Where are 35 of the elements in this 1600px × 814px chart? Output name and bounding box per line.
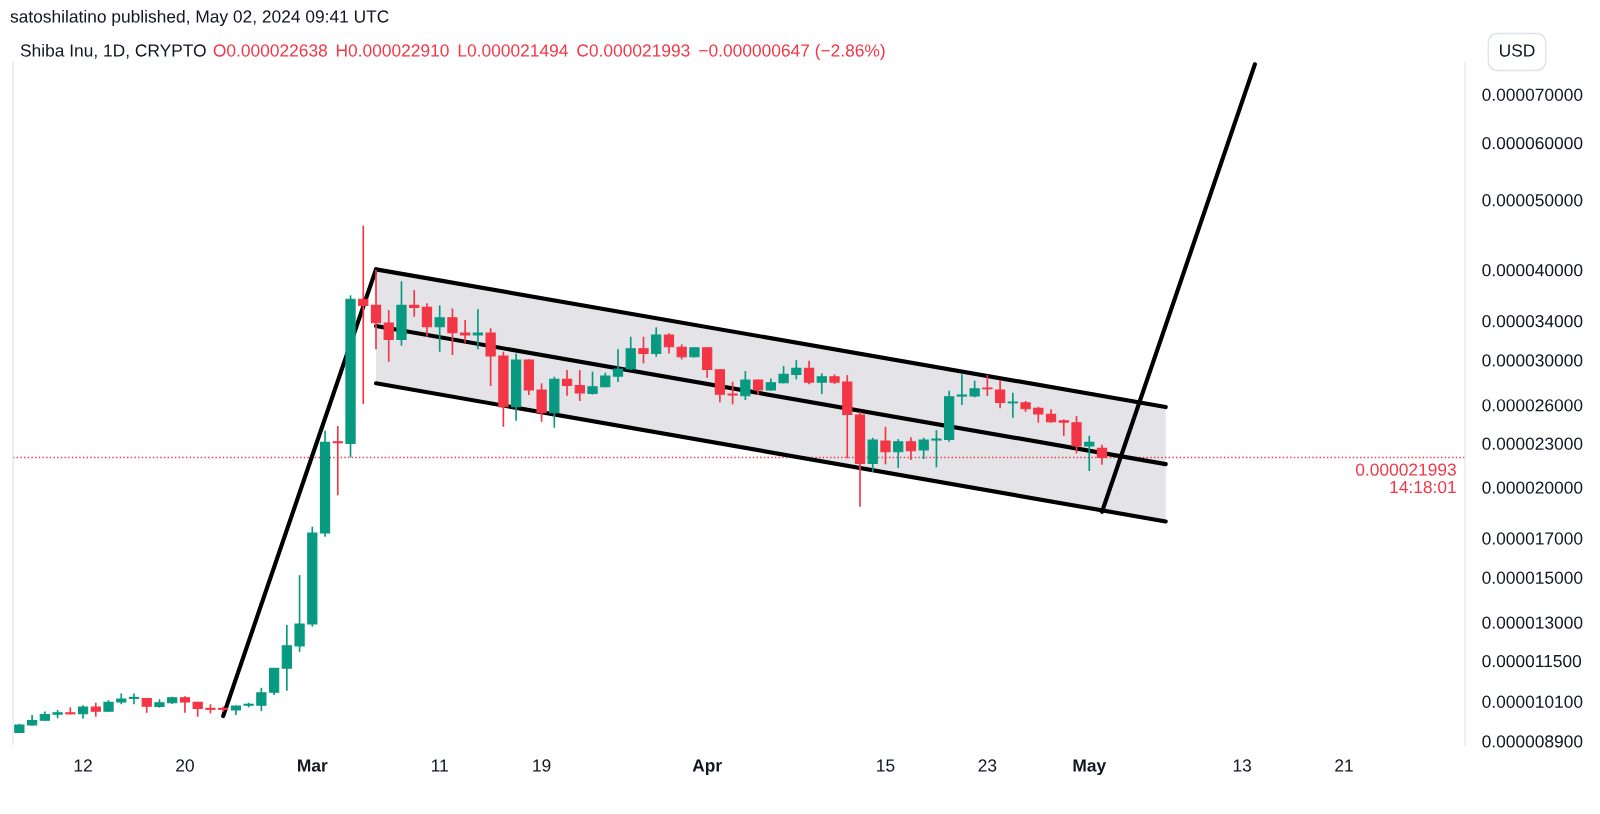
text: O0.000022638 bbox=[213, 44, 327, 57]
x-tick-label: 13 bbox=[1233, 759, 1251, 772]
text: H0.000022910 bbox=[336, 44, 449, 57]
text: L0.000021494 bbox=[458, 44, 568, 57]
x-tick-label: 21 bbox=[1335, 759, 1353, 772]
x-tick-label: 12 bbox=[74, 759, 92, 772]
y-tick-label: 0.000020000 bbox=[1482, 481, 1583, 494]
x-tick-label: 11 bbox=[431, 759, 448, 772]
y-tick-label: 0.000050000 bbox=[1482, 194, 1583, 207]
y-tick-label: 0.000023000 bbox=[1482, 437, 1583, 450]
x-tick-label: 15 bbox=[877, 759, 895, 772]
y-tick-label: 0.000040000 bbox=[1482, 264, 1583, 277]
y-tick-label: 0.000011500 bbox=[1482, 654, 1582, 668]
y-tick-label: 0.000010100 bbox=[1482, 695, 1583, 708]
y-tick-label: 0.000015000 bbox=[1482, 571, 1583, 584]
y-tick-label: 0.000030000 bbox=[1482, 354, 1583, 367]
y-tick-label: 0.000008900 bbox=[1482, 735, 1583, 748]
y-tick-label: 0.000013000 bbox=[1482, 616, 1583, 629]
x-tick-label: May bbox=[1073, 759, 1107, 776]
x-tick-label: 19 bbox=[533, 759, 551, 772]
text: C0.000021993 bbox=[577, 44, 690, 57]
ref-line-label: 0.000021993 14:18:01 bbox=[1355, 463, 1456, 494]
y-tick-label: 0.000070000 bbox=[1482, 88, 1583, 101]
y-tick-label: 0.000026000 bbox=[1482, 399, 1583, 412]
y-tick-label: 0.000017000 bbox=[1482, 532, 1583, 545]
y-tick-label: 0.000034000 bbox=[1482, 315, 1583, 328]
chart-subtitle: satoshilatino published, May 02, 2024 09:41 UTC bbox=[10, 9, 389, 27]
x-tick-label: 20 bbox=[176, 759, 194, 772]
x-tick-label: Apr bbox=[692, 759, 722, 776]
y-tick-label: 0.000060000 bbox=[1482, 136, 1583, 150]
chart-title: Shiba Inu, 1D, CRYPTO bbox=[20, 43, 206, 59]
y-axis-title: USD bbox=[1500, 44, 1535, 57]
x-tick-label: 23 bbox=[978, 759, 997, 772]
x-tick-label: Mar bbox=[298, 759, 328, 772]
text: −0.000000647 (−2.86%) bbox=[699, 43, 885, 61]
